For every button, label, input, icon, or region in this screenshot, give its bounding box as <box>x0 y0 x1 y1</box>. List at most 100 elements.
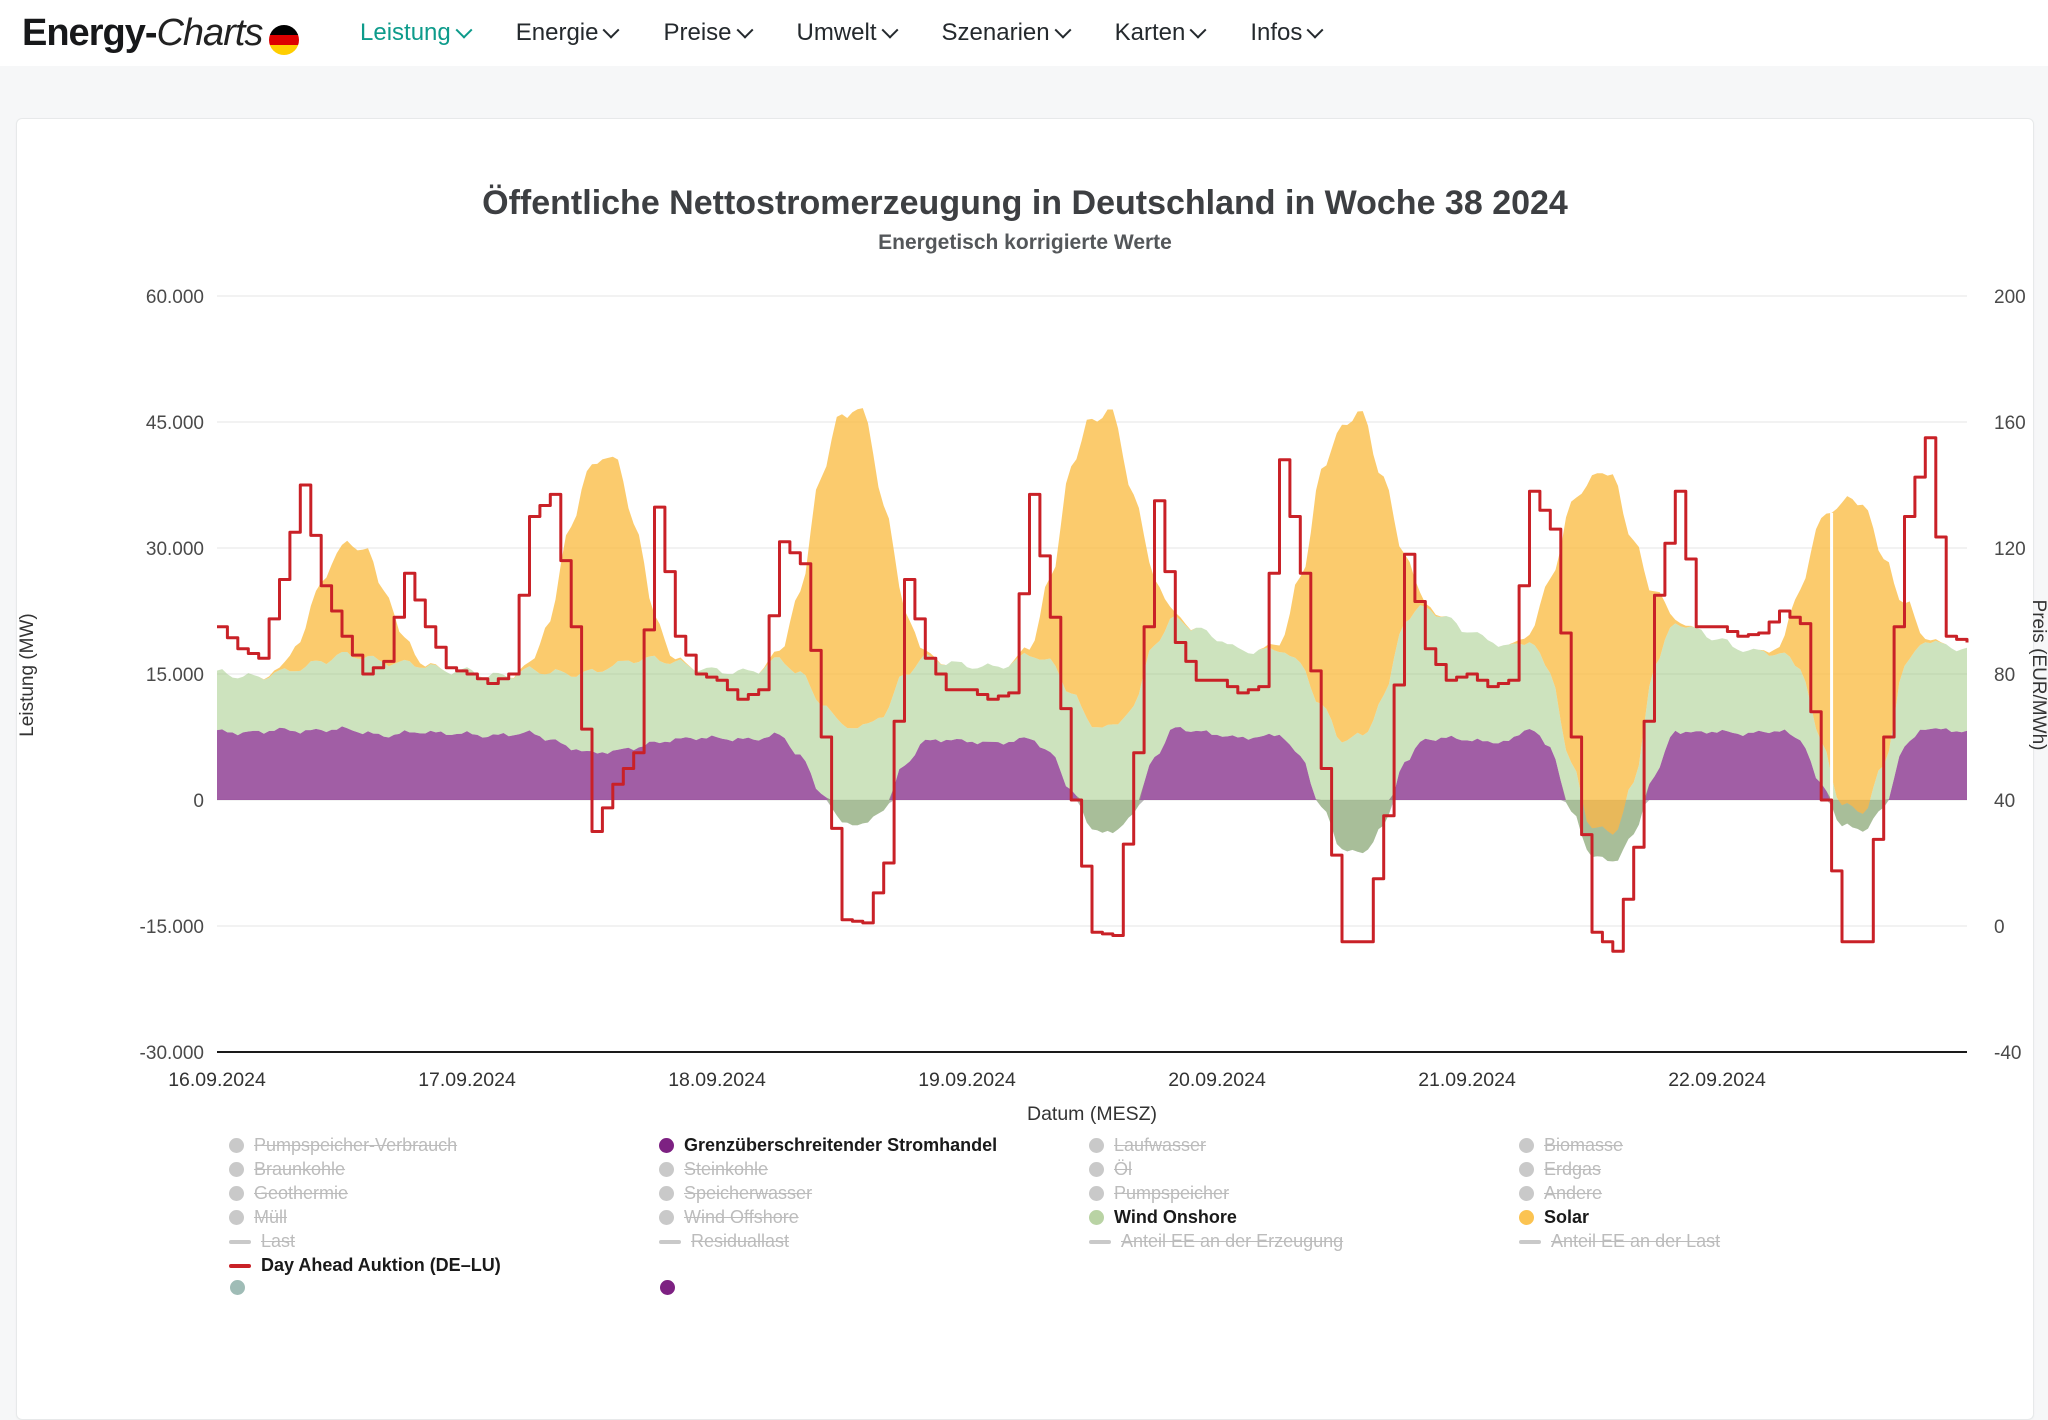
legend-item-label: Steinkohle <box>684 1159 769 1179</box>
area-wind-onshore <box>217 605 1967 862</box>
legend-item-label: Biomasse <box>1544 1135 1624 1155</box>
legend-item-label: Speicherwasser <box>684 1183 813 1203</box>
logo-text-secondary: Charts <box>156 11 263 54</box>
legend-dot-marker <box>229 1162 244 1177</box>
energy-charts-logo[interactable]: Energy- Charts <box>22 8 300 58</box>
legend-item-wind-offshore[interactable]: Wind Offshore <box>659 1207 997 1227</box>
nav-item-label: Infos <box>1250 19 1303 46</box>
y-axis-tick-left: -30.000 <box>140 1043 204 1064</box>
legend-item-laufwasser[interactable]: Laufwasser <box>1089 1135 1343 1155</box>
legend-item-label: Erdgas <box>1544 1159 1602 1179</box>
legend-cutoff-marker <box>230 1280 245 1295</box>
legend-item-label: Wind Offshore <box>684 1207 799 1227</box>
y-axis-tick-right: 200 <box>1994 287 2026 308</box>
legend-item-grenzüberschreitender-stromhandel[interactable]: Grenzüberschreitender Stromhandel <box>659 1135 998 1155</box>
nav-item-label: Energie <box>515 19 599 46</box>
y-axis-tick-right: 120 <box>1994 539 2026 560</box>
nav-item-infos[interactable]: Infos <box>1250 19 1324 47</box>
legend-item-label: Laufwasser <box>1114 1135 1207 1155</box>
nav-item-label: Leistung <box>360 19 451 46</box>
legend-dot-marker <box>229 1210 244 1225</box>
y-axis-tick-left: 60.000 <box>146 287 204 308</box>
legend-column-4: Biomasse Erdgas Andere Solar Anteil EE an de… <box>1519 1135 1721 1251</box>
x-axis-tick: 19.09.2024 <box>918 1069 1016 1091</box>
nav-item-umwelt[interactable]: Umwelt <box>797 19 899 47</box>
legend-item-wind-onshore[interactable]: Wind Onshore <box>1089 1207 1343 1227</box>
legend-dot-marker <box>1089 1210 1104 1225</box>
legend-item-residuallast[interactable]: Residuallast <box>659 1231 997 1251</box>
chart-subtitle: Energetisch korrigierte Werte <box>878 231 1172 255</box>
legend-item-pumpspeicher[interactable]: Pumpspeicher <box>1089 1183 1343 1203</box>
legend-dot-marker <box>1519 1162 1534 1177</box>
legend-line-marker <box>229 1263 251 1268</box>
x-axis-tick: 20.09.2024 <box>1168 1069 1266 1091</box>
legend-item-label: Pumpspeicher <box>1114 1183 1230 1203</box>
nav-item-szenarien[interactable]: Szenarien <box>942 19 1072 47</box>
legend-item-anteil-ee-an-der-last[interactable]: Anteil EE an der Last <box>1519 1231 1721 1251</box>
legend-line-marker <box>229 1239 251 1244</box>
nav-item-label: Karten <box>1114 19 1186 46</box>
legend-item-label: Anteil EE an der Last <box>1551 1231 1721 1251</box>
y-axis-tick-right: 160 <box>1994 413 2026 434</box>
legend-item-day-ahead-auktion-de-lu-[interactable]: Day Ahead Auktion (DE–LU) <box>229 1255 501 1275</box>
nav-item-energie[interactable]: Energie <box>515 19 620 47</box>
legend-dot-marker <box>1089 1138 1104 1153</box>
legend-item-biomasse[interactable]: Biomasse <box>1519 1135 1720 1155</box>
legend-item-öl[interactable]: Öl <box>1089 1159 1343 1179</box>
legend-column-1: Pumpspeicher-Verbrauch Braunkohle Geotherm… <box>229 1135 501 1275</box>
legend-column-3: Laufwasser Öl Pumpspeicher Wind Onshore Ante… <box>1089 1135 1344 1251</box>
legend-item-label: Grenzüberschreitender Stromhandel <box>684 1135 998 1155</box>
area-solar <box>217 408 1967 835</box>
german-flag-icon <box>269 25 300 55</box>
data-gap-marker <box>1830 512 1834 800</box>
main-nav: Leistung Energie Preise Umwelt Szenarien Kart… <box>360 0 1324 66</box>
legend-item-last[interactable]: Last <box>229 1231 501 1251</box>
legend-item-steinkohle[interactable]: Steinkohle <box>659 1159 997 1179</box>
legend-item-label: Solar <box>1544 1207 1590 1227</box>
nav-item-label: Preise <box>663 19 732 46</box>
legend-cutoff-marker <box>660 1280 675 1295</box>
legend-item-label: Anteil EE an der Erzeugung <box>1121 1231 1344 1251</box>
legend-item-geothermie[interactable]: Geothermie <box>229 1183 501 1203</box>
chart-title: Öffentliche Nettostromerzeugung in Deuts… <box>482 183 1568 222</box>
legend-item-label: Day Ahead Auktion (DE–LU) <box>261 1255 501 1275</box>
legend-item-andere[interactable]: Andere <box>1519 1183 1720 1203</box>
x-axis-tick: 21.09.2024 <box>1418 1069 1516 1091</box>
legend-item-müll[interactable]: Müll <box>229 1207 501 1227</box>
legend-dot-marker <box>659 1138 674 1153</box>
nav-item-leistung[interactable]: Leistung <box>360 19 473 47</box>
legend-item-braunkohle[interactable]: Braunkohle <box>229 1159 501 1179</box>
legend-dot-marker <box>1089 1162 1104 1177</box>
legend-dot-marker <box>659 1210 674 1225</box>
legend-item-anteil-ee-an-der-erzeugung[interactable]: Anteil EE an der Erzeugung <box>1089 1231 1344 1251</box>
legend-item-erdgas[interactable]: Erdgas <box>1519 1159 1720 1179</box>
legend-item-speicherwasser[interactable]: Speicherwasser <box>659 1183 997 1203</box>
y-axis-tick-left: 30.000 <box>146 539 204 560</box>
legend-item-label: Andere <box>1544 1183 1603 1203</box>
y-axis-tick-left: 0 <box>193 791 204 812</box>
legend-item-label: Müll <box>254 1207 288 1227</box>
y-axis-tick-left: 45.000 <box>146 413 204 434</box>
legend-item-pumpspeicher-verbrauch[interactable]: Pumpspeicher-Verbrauch <box>229 1135 501 1155</box>
legend-item-solar[interactable]: Solar <box>1519 1207 1720 1227</box>
legend-dot-marker <box>229 1186 244 1201</box>
legend-line-marker <box>1519 1239 1541 1244</box>
legend-item-label: Last <box>261 1231 296 1251</box>
legend-dot-marker <box>1519 1210 1534 1225</box>
legend-dot-marker <box>659 1162 674 1177</box>
y-axis-tick-left: -15.000 <box>140 917 204 938</box>
power-price-chart[interactable]: 60.000 200 45.000 160 30.000 120 15.000 80 0 40 -1… <box>0 0 2048 1287</box>
legend-item-label: Wind Onshore <box>1114 1207 1237 1227</box>
nav-item-preise[interactable]: Preise <box>663 19 754 47</box>
y-axis-tick-right: 80 <box>1994 665 2015 686</box>
legend-item-label: Braunkohle <box>254 1159 346 1179</box>
legend-line-marker <box>1089 1239 1111 1244</box>
y-axis-tick-right: 40 <box>1994 791 2015 812</box>
y-axis-tick-right: 0 <box>1994 917 2005 938</box>
legend-item-label: Geothermie <box>254 1183 349 1203</box>
top-navigation-bar: Energy- Charts Leistung Energie Preise Umwe… <box>0 0 2048 66</box>
x-axis-tick: 16.09.2024 <box>168 1069 266 1091</box>
nav-item-karten[interactable]: Karten <box>1114 19 1207 47</box>
x-axis-tick: 22.09.2024 <box>1668 1069 1766 1091</box>
legend-line-marker <box>659 1239 681 1244</box>
